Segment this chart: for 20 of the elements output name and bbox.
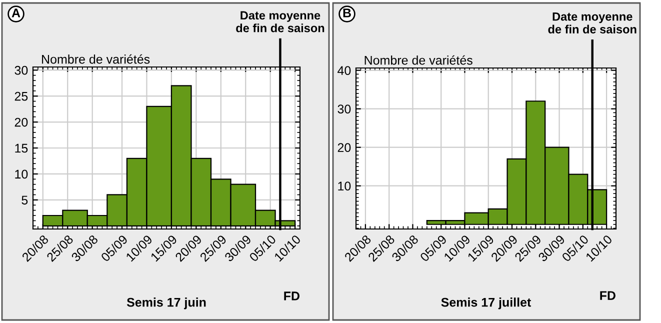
y-tick-label: 20 (14, 118, 28, 127)
y-tick-label: 5 (22, 196, 28, 205)
y-tick-label: 30 (338, 104, 351, 114)
y-tick-label: 15 (15, 144, 28, 153)
y-tick-label: 10 (15, 170, 28, 179)
ref-line-label: Date moyenne de fin de saison (236, 11, 324, 32)
y-tick-label: 40 (338, 66, 351, 75)
x-axis-title: Semis 17 juillet (441, 298, 532, 310)
x-axis-title: Semis 17 juin (126, 298, 206, 310)
y-axis-title: Nombre de variétés (42, 54, 150, 64)
y-tick-label: 10 (338, 182, 351, 191)
chart-title: A (12, 8, 20, 18)
y-tick-label: 25 (14, 92, 28, 101)
ref-line-label: Date moyenne de fin de saison (548, 12, 636, 34)
y-tick-label: 30 (14, 66, 28, 75)
text: FD (284, 292, 300, 300)
chart-title: B (343, 8, 351, 18)
y-axis-title: Nombre de variétés (364, 55, 472, 65)
y-tick-label: 20 (338, 143, 351, 152)
text: FD (600, 291, 616, 300)
